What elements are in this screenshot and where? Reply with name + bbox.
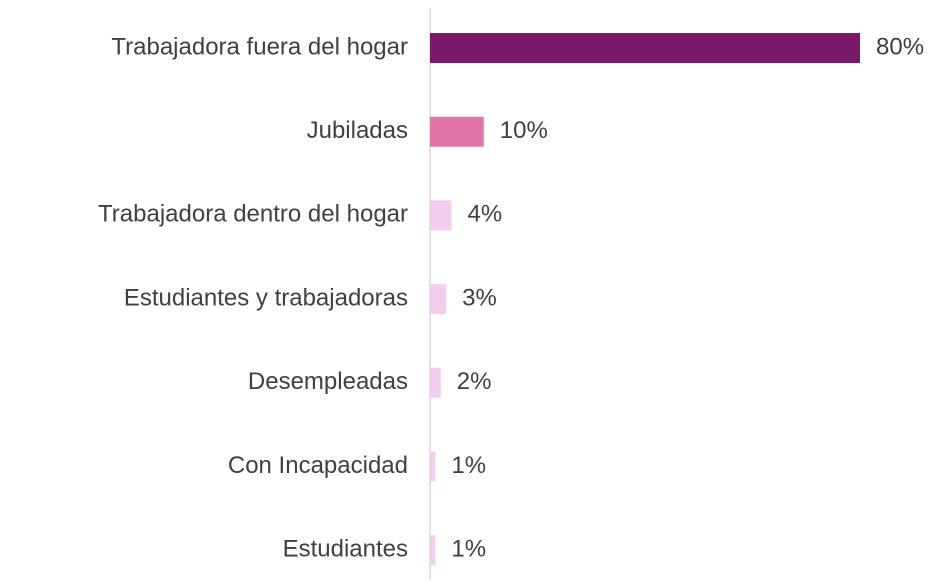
value-label: 3%: [462, 284, 497, 311]
bar: [430, 116, 484, 147]
value-label: 4%: [468, 201, 503, 228]
category-label: Estudiantes y trabajadoras: [124, 284, 408, 311]
value-label: 80%: [876, 33, 924, 60]
category-label: Jubiladas: [307, 117, 408, 144]
bar: [430, 451, 436, 482]
category-label: Desempleadas: [248, 368, 408, 395]
bar: [430, 33, 860, 63]
category-label: Estudiantes: [283, 536, 408, 563]
category-label: Trabajadora fuera del hogar: [111, 33, 408, 60]
bar: [430, 535, 436, 566]
value-label: 2%: [457, 368, 492, 395]
value-label: 1%: [451, 452, 486, 479]
category-label: Con Incapacidad: [228, 452, 408, 479]
bar: [430, 284, 447, 315]
bar: [430, 200, 452, 231]
bar: [430, 367, 441, 398]
value-label: 10%: [500, 117, 548, 144]
value-label: 1%: [451, 536, 486, 563]
category-label: Trabajadora dentro del hogar: [98, 201, 408, 228]
